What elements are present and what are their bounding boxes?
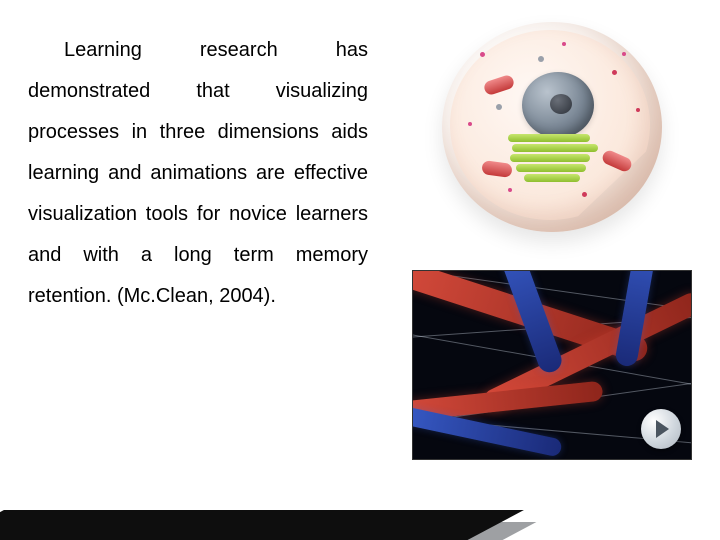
organelle-dot	[582, 192, 587, 197]
organelle-dot	[636, 108, 640, 112]
organelle-dot	[562, 42, 566, 46]
body-paragraph: Learning research has demonstrated that …	[28, 30, 368, 317]
golgi-fold	[512, 144, 598, 152]
accent-wedge-dark	[0, 510, 524, 540]
cell-nucleolus	[550, 94, 572, 114]
golgi-fold	[516, 164, 586, 172]
golgi-fold	[524, 174, 580, 182]
golgi-fold	[510, 154, 590, 162]
organelle-dot	[496, 104, 502, 110]
organelle-dot	[538, 56, 544, 62]
slide: Learning research has demonstrated that …	[0, 0, 720, 540]
organelle-dot	[468, 122, 472, 126]
video-thumbnail[interactable]	[412, 270, 692, 460]
organelle-dot	[622, 52, 626, 56]
play-icon	[656, 420, 669, 438]
body-paragraph-text: Learning research has demonstrated that …	[28, 39, 368, 307]
organelle-dot	[612, 70, 617, 75]
play-button[interactable]	[641, 409, 681, 449]
text-column: Learning research has demonstrated that …	[28, 30, 368, 317]
cell-illustration	[412, 12, 692, 252]
golgi-apparatus	[508, 134, 598, 182]
organelle-dot	[508, 188, 512, 192]
organelle-dot	[480, 52, 485, 57]
golgi-fold	[508, 134, 590, 142]
